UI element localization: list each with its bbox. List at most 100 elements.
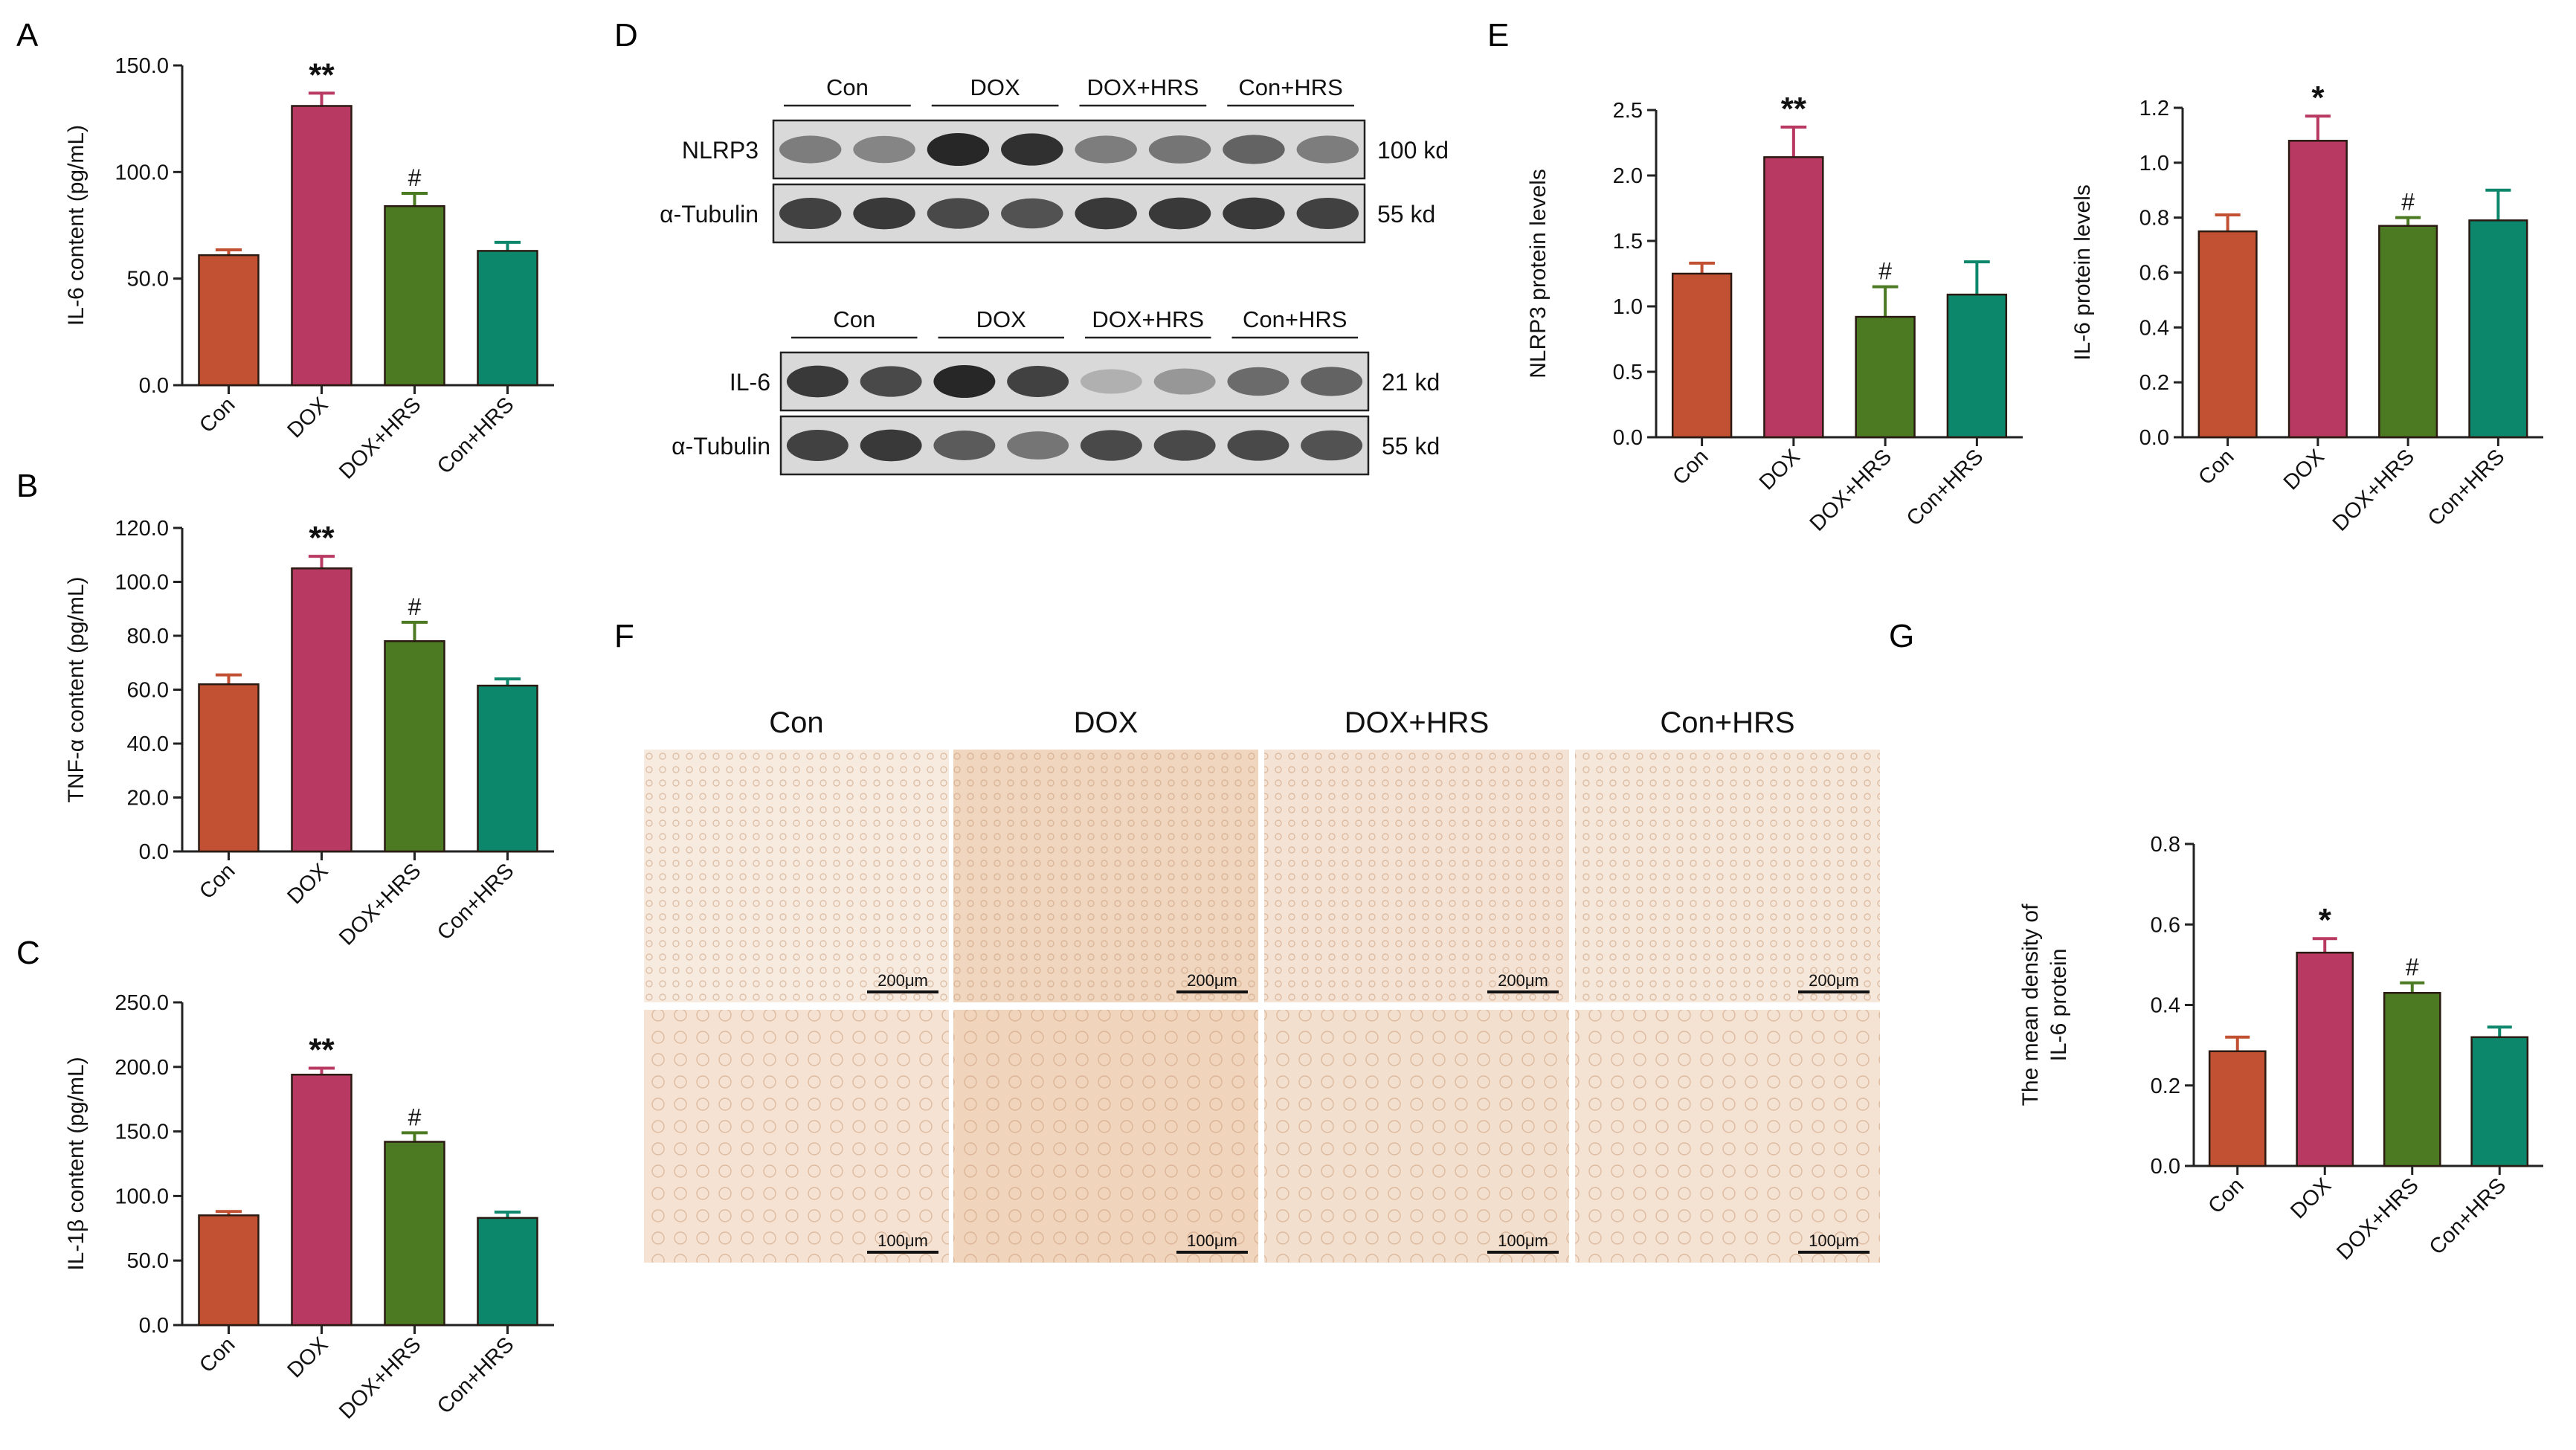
- scale-bar-label: 100μm: [1498, 1231, 1548, 1250]
- y-tick-label: 0.2: [2139, 371, 2169, 395]
- y-tick-label: 0.5: [1613, 361, 1643, 384]
- significance-label: #: [2406, 954, 2419, 981]
- blot-size-label: 55 kd: [1382, 433, 1440, 460]
- x-tick-label: Con+HRS: [433, 1333, 519, 1419]
- bar-con-hrs: [1946, 293, 2008, 439]
- chart-3: 0.0 0.5 1.0 1.5 2.0 2.5 NLRP3 protein levels Co…: [1526, 91, 2023, 536]
- y-tick-label: 0.6: [2139, 262, 2169, 286]
- scale-bar-label: 200μm: [1498, 971, 1548, 990]
- panel-letter-c: C: [16, 935, 40, 971]
- scale-bar-label: 200μm: [1809, 971, 1859, 990]
- panel-letter-a: A: [16, 17, 39, 54]
- blot-group-label: DOX+HRS: [1092, 306, 1204, 332]
- blot-band: [853, 135, 915, 164]
- histology-group-label: DOX: [1074, 706, 1139, 739]
- blot-band: [860, 366, 922, 397]
- y-axis-label: IL-6 protein levels: [2070, 184, 2095, 361]
- blot-band: [1075, 197, 1137, 230]
- x-tick-label: DOX: [1755, 445, 1805, 494]
- blot-band: [927, 198, 990, 229]
- significance-label: #: [408, 593, 422, 620]
- panel-letter-g: G: [1889, 618, 1914, 654]
- blot-band: [1080, 430, 1142, 461]
- histology-image: [1575, 1010, 1880, 1263]
- bar-con-hrs: [477, 684, 538, 853]
- bar-dox: [2287, 140, 2348, 439]
- y-tick-label: 0.0: [2151, 1155, 2180, 1179]
- blot-band: [1148, 135, 1211, 164]
- blot-band: [1007, 431, 1069, 460]
- y-axis-label: TNF-α content (pg/mL): [64, 576, 88, 802]
- y-tick-label: 1.0: [2139, 152, 2169, 175]
- blot-band: [1227, 367, 1289, 396]
- histology-image: [1575, 750, 1880, 1002]
- y-tick-label: 120.0: [115, 517, 169, 541]
- blot-size-label: 55 kd: [1377, 201, 1435, 228]
- y-tick-label: 150.0: [115, 1121, 169, 1144]
- y-tick-label: 100.0: [115, 571, 169, 595]
- y-tick-label: 1.0: [1613, 295, 1643, 319]
- bar-dox-hrs: [2378, 225, 2438, 439]
- panel-letter-f: F: [614, 618, 634, 654]
- x-tick-label: DOX: [2286, 1173, 2336, 1223]
- bar-con: [198, 1214, 260, 1327]
- x-tick-label: DOX: [283, 859, 332, 909]
- bar-con-hrs: [477, 1217, 538, 1327]
- y-axis-label: IL-1β content (pg/mL): [64, 1057, 88, 1270]
- blot-band: [786, 365, 849, 398]
- x-tick-label: DOX+HRS: [2328, 445, 2419, 535]
- x-tick-label: Con: [2203, 1173, 2248, 1218]
- y-tick-label: 40.0: [127, 732, 169, 756]
- y-axis-label: The mean density of IL-6 protein: [2018, 903, 2071, 1106]
- x-tick-label: DOX: [283, 1333, 332, 1382]
- blot-band: [1001, 133, 1063, 166]
- blot-size-label: 100 kd: [1377, 137, 1449, 164]
- blot-size-label: 21 kd: [1382, 369, 1440, 396]
- y-tick-label: 0.8: [2151, 833, 2180, 857]
- x-tick-label: DOX+HRS: [335, 859, 425, 950]
- bar-con: [198, 254, 260, 387]
- y-tick-label: 60.0: [127, 679, 169, 703]
- histology-image: [644, 750, 949, 1002]
- scale-bar-label: 100μm: [878, 1231, 928, 1250]
- x-tick-label: DOX: [2279, 445, 2329, 494]
- chart-2: 0.0 50.0 100.0 150.0 200.0 250.0 IL-1β content…: [64, 991, 554, 1424]
- blot-band: [1227, 430, 1289, 461]
- blot-band: [1296, 135, 1359, 164]
- blot-band: [1223, 135, 1285, 164]
- scale-bar-label: 100μm: [1187, 1231, 1237, 1250]
- histology-image: [1264, 750, 1569, 1002]
- x-tick-label: DOX: [283, 393, 332, 442]
- scale-bar-label: 200μm: [1187, 971, 1237, 990]
- bar-charts: 0.0 50.0 100.0 150.0 IL-6 content (pg/mL) Con…: [64, 54, 2543, 1424]
- y-tick-label: 0.2: [2151, 1074, 2180, 1098]
- bar-dox: [2296, 951, 2354, 1167]
- bar-dox: [291, 567, 352, 853]
- x-tick-label: Con: [195, 1333, 239, 1377]
- x-tick-label: DOX+HRS: [335, 1333, 425, 1423]
- chart-4: 0.0 0.2 0.4 0.6 0.8 1.0 1.2 IL-6 protein levels…: [2070, 80, 2543, 536]
- y-tick-label: 0.0: [2139, 426, 2169, 450]
- blot-band: [1148, 197, 1211, 230]
- blot-band: [1007, 366, 1069, 397]
- bar-dox-hrs: [2383, 992, 2441, 1167]
- x-tick-label: Con: [195, 859, 239, 903]
- blot-group-label: DOX+HRS: [1087, 74, 1200, 100]
- blot-band: [779, 198, 842, 229]
- histology-group-label: DOX+HRS: [1345, 706, 1490, 739]
- blot-band: [933, 364, 996, 399]
- bar-dox: [1763, 156, 1824, 439]
- y-tick-label: 150.0: [115, 54, 169, 78]
- y-tick-label: 100.0: [115, 1185, 169, 1208]
- bar-con-hrs: [2468, 219, 2528, 439]
- x-tick-label: Con+HRS: [2425, 1173, 2511, 1260]
- panel-letter-b: B: [16, 468, 38, 504]
- blot-band: [860, 429, 922, 462]
- y-tick-label: 200.0: [115, 1056, 169, 1080]
- x-tick-label: DOX+HRS: [2332, 1173, 2423, 1264]
- blot-group-label: Con+HRS: [1243, 306, 1347, 332]
- y-axis-label-line: The mean density of: [2018, 903, 2043, 1106]
- x-tick-label: Con+HRS: [1902, 445, 1989, 531]
- blot-band: [1153, 430, 1216, 461]
